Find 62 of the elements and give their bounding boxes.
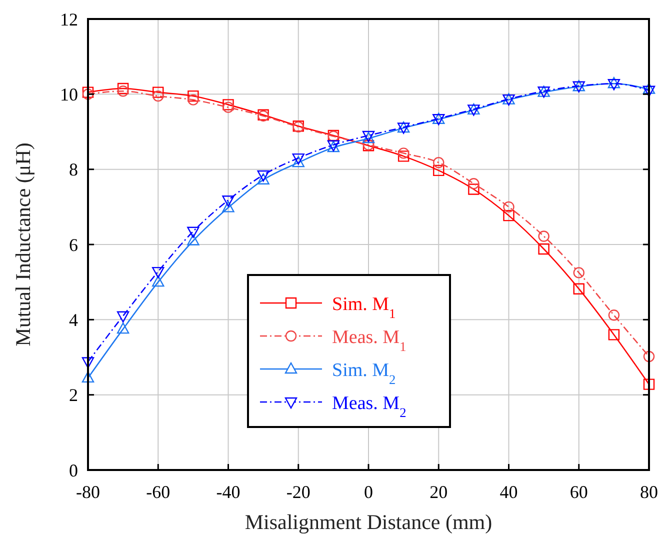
legend-label: Sim. M$_{2}$ (332, 360, 396, 386)
point (257, 173, 270, 184)
x-axis-title: Misalignment Distance (mm) (244, 510, 492, 534)
point (117, 82, 129, 94)
point (152, 275, 164, 287)
point (608, 329, 620, 340)
point (468, 184, 480, 195)
y-axis-title: Mutual Inductance (μH) (11, 142, 35, 346)
x-tick-label: -40 (216, 482, 240, 502)
point (187, 226, 200, 238)
point (503, 210, 514, 222)
point (642, 86, 656, 98)
x-tick-label: 20 (430, 482, 448, 502)
x-tick-label: 0 (364, 482, 373, 502)
y-tick-label: 2 (69, 385, 78, 406)
point (398, 148, 410, 159)
point (292, 153, 304, 165)
point (642, 82, 656, 94)
x-tick-label: 80 (640, 482, 658, 502)
y-tick-label: 8 (69, 160, 78, 180)
point (468, 178, 480, 190)
y-tick-label: 6 (69, 234, 78, 255)
x-tick-label: 60 (570, 482, 588, 502)
point (152, 266, 164, 278)
legend-label: Meas. M$_{1}$ (332, 327, 406, 354)
point (188, 94, 199, 106)
point (187, 234, 200, 246)
point (82, 357, 94, 368)
point (257, 170, 270, 182)
point (398, 150, 410, 162)
point (538, 230, 550, 242)
point (116, 322, 130, 334)
point (608, 310, 620, 321)
point (152, 90, 164, 102)
y-tick-label: 12 (60, 9, 78, 30)
y-tick-label: 4 (69, 310, 78, 330)
x-tick-label: 40 (500, 482, 518, 502)
legend-label: Meas. M$_{2}$ (332, 393, 406, 420)
point (222, 99, 234, 110)
x-tick-label: -20 (286, 482, 310, 502)
point (222, 102, 234, 113)
legend-label: Sim. M$_{1}$ (332, 294, 396, 320)
point (643, 378, 655, 390)
point (82, 371, 94, 383)
x-tick-label: -60 (146, 482, 170, 502)
point (222, 196, 234, 207)
y-tick-label: 0 (69, 460, 78, 480)
point (573, 267, 584, 278)
y-tick-label: 10 (60, 84, 78, 104)
point (643, 350, 655, 362)
point (188, 90, 199, 102)
point (573, 283, 584, 294)
point (538, 243, 550, 255)
point (503, 201, 514, 213)
point (116, 311, 130, 323)
point (433, 156, 444, 168)
point (292, 156, 304, 168)
point (152, 86, 164, 98)
point (117, 86, 129, 97)
x-tick-label: -80 (76, 482, 100, 502)
point (222, 201, 234, 212)
point (433, 164, 444, 176)
